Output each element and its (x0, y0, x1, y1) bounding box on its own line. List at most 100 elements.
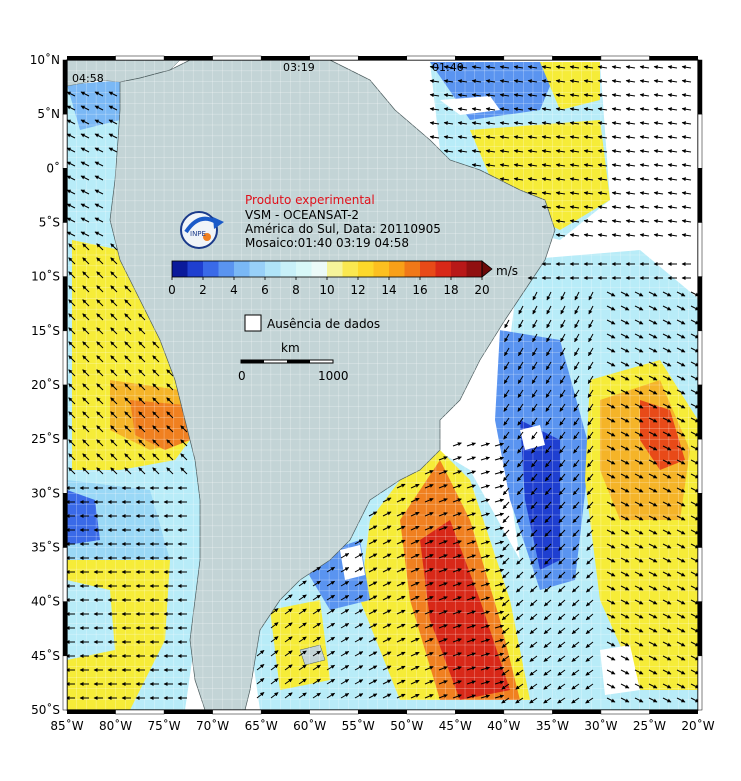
wind-arrow (662, 529, 672, 535)
longitude-label: 70˚W (196, 718, 229, 733)
wind-arrow (382, 679, 392, 685)
no-data-label: Ausência de dados (267, 317, 380, 331)
wind-arrow (634, 319, 644, 325)
wind-arrow (555, 205, 566, 210)
wind-arrow (312, 664, 321, 671)
wind-arrow (543, 599, 552, 607)
wind-arrow (530, 515, 538, 523)
wind-arrow (676, 305, 686, 311)
frame-bar (261, 56, 310, 60)
wind-arrow (611, 65, 622, 70)
wind-arrow (340, 608, 350, 615)
wind-arrow (583, 121, 594, 126)
frame-bar (62, 168, 68, 223)
wind-arrow (634, 305, 644, 311)
frame-bar (62, 59, 68, 115)
wind-arrow (530, 557, 538, 565)
scale-unit: km (281, 341, 300, 355)
wind-arrow (452, 470, 462, 475)
wind-arrow (68, 355, 76, 363)
wind-arrow (110, 271, 118, 279)
wind-arrow (501, 655, 510, 662)
wind-arrow (312, 622, 321, 629)
wind-arrow (662, 403, 672, 409)
wind-arrow (544, 585, 552, 593)
wind-arrow (573, 389, 580, 398)
wind-arrow (620, 515, 630, 521)
colorbar-segment (218, 261, 235, 277)
wind-arrow (662, 389, 672, 395)
wind-arrow (667, 107, 678, 112)
wind-arrow (559, 389, 566, 398)
wind-arrow (110, 467, 118, 475)
wind-arrow (270, 692, 279, 699)
wind-arrow (545, 375, 552, 384)
wind-arrow (443, 93, 454, 98)
wind-arrow (166, 397, 174, 405)
wind-arrow (667, 163, 678, 168)
wind-arrow (94, 91, 104, 97)
wind-arrow (480, 540, 490, 545)
wind-arrow (541, 121, 552, 126)
wind-arrow (452, 624, 462, 629)
wind-arrow (480, 498, 490, 503)
wind-arrow (504, 347, 510, 357)
wind-arrow (516, 501, 524, 510)
wind-arrow (443, 135, 454, 140)
wind-arrow (559, 361, 566, 371)
wind-arrow (284, 608, 293, 615)
wind-arrow (648, 571, 658, 577)
longitude-label: 55˚W (342, 718, 375, 733)
wind-arrow (653, 205, 664, 210)
wind-arrow (480, 694, 490, 699)
wind-arrow (571, 627, 580, 635)
wind-arrow (94, 231, 104, 237)
wind-arrow (583, 149, 594, 154)
wind-arrow (96, 243, 104, 251)
wind-arrow (396, 525, 406, 531)
wind-arrow (530, 487, 538, 496)
wind-arrow (662, 375, 672, 381)
wind-arrow (557, 683, 566, 690)
wind-arrow (555, 121, 566, 126)
wind-arrow (648, 599, 658, 605)
wind-arrow (67, 91, 76, 97)
wind-arrow (634, 333, 644, 339)
wind-arrow (583, 233, 594, 238)
wind-arrow (110, 355, 118, 363)
wind-arrow (571, 599, 580, 607)
wind-arrow (648, 487, 658, 493)
wind-arrow (501, 627, 510, 635)
wind-arrow (558, 487, 566, 496)
wind-arrow (82, 425, 90, 433)
wind-arrow (639, 65, 650, 70)
colorbar-segment (404, 261, 421, 277)
wind-arrow (587, 403, 594, 412)
wind-arrow (410, 609, 420, 615)
wind-arrow (326, 678, 335, 685)
wind-arrow (396, 553, 406, 559)
wind-arrow (110, 369, 118, 377)
wind-arrow (354, 595, 364, 601)
wind-arrow (503, 417, 510, 426)
wind-arrow (80, 161, 90, 167)
wind-arrow (452, 694, 462, 699)
wind-arrow (354, 609, 364, 615)
wind-arrow (620, 697, 630, 703)
wind-arrow (503, 459, 510, 468)
wind-arrow (597, 65, 608, 70)
wind-arrow (494, 666, 505, 671)
wind-arrow (517, 445, 524, 454)
wind-arrow (676, 487, 686, 493)
wind-arrow (555, 163, 566, 168)
wind-arrow (517, 431, 524, 440)
wind-arrow (546, 291, 552, 301)
frame-bar (212, 709, 262, 715)
wind-arrow (138, 397, 146, 405)
wind-arrow (452, 540, 462, 545)
colorbar-segment (311, 261, 328, 277)
wind-arrow (585, 613, 594, 621)
wind-arrow (515, 641, 524, 648)
wind-arrow (558, 585, 566, 593)
wind-arrow (152, 397, 160, 405)
